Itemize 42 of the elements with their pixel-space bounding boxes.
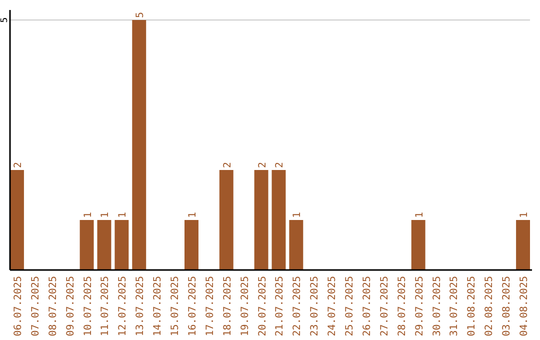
- x-tick-label: 04.08.2025: [519, 276, 530, 336]
- x-tick-label: 12.07.2025: [118, 276, 129, 336]
- x-tick-label: 19.07.2025: [240, 276, 251, 336]
- x-tick-label: 30.07.2025: [432, 276, 443, 336]
- data-label: 2: [12, 162, 24, 168]
- x-tick-label: 26.07.2025: [362, 276, 373, 336]
- data-label: 5: [135, 12, 146, 18]
- data-label: 1: [414, 212, 426, 218]
- data-label: 2: [274, 162, 286, 168]
- x-tick-label: 11.07.2025: [100, 276, 112, 336]
- x-tick-label: 14.07.2025: [152, 276, 164, 336]
- x-tick-label: 28.07.2025: [396, 276, 408, 336]
- x-tick-label: 08.07.2025: [48, 276, 59, 336]
- data-label: 2: [257, 162, 268, 168]
- x-tick-label: 18.07.2025: [222, 276, 234, 336]
- x-tick-label: 27.07.2025: [379, 276, 390, 336]
- x-tick-label: 23.07.2025: [310, 276, 321, 336]
- data-label: 1: [519, 212, 530, 218]
- x-tick-label: 17.07.2025: [204, 276, 216, 336]
- x-tick-label: 10.07.2025: [82, 276, 94, 336]
- x-tick-label: 15.07.2025: [170, 276, 182, 336]
- x-tick-label: 01.08.2025: [466, 276, 478, 336]
- x-tick-label: 07.07.2025: [30, 276, 42, 336]
- data-label: 1: [118, 212, 129, 218]
- x-tick-label: 24.07.2025: [327, 276, 338, 336]
- data-label: 1: [187, 212, 198, 218]
- x-tick-label: 31.07.2025: [449, 276, 460, 336]
- x-tick-label: 06.07.2025: [12, 276, 24, 336]
- x-tick-label: 02.08.2025: [484, 276, 496, 336]
- x-tick-label: 20.07.2025: [257, 276, 268, 336]
- data-label: 1: [100, 212, 112, 218]
- data-label: 2: [222, 162, 234, 168]
- data-label: 1: [292, 212, 304, 218]
- data-label: 1: [82, 212, 94, 218]
- x-tick-label: 21.07.2025: [274, 276, 286, 336]
- x-tick-label: 16.07.2025: [187, 276, 198, 336]
- x-tick-label: 29.07.2025: [414, 276, 426, 336]
- x-tick-label: 22.07.2025: [292, 276, 304, 336]
- x-tick-label: 25.07.2025: [344, 276, 356, 336]
- x-tick-label: 09.07.2025: [65, 276, 76, 336]
- x-tick-label: 13.07.2025: [135, 276, 146, 336]
- x-tick-label: 03.08.2025: [502, 276, 513, 336]
